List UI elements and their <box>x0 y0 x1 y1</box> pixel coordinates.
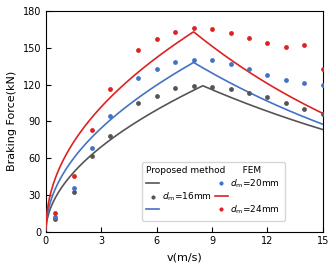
Point <box>283 101 289 105</box>
Point <box>71 190 76 194</box>
Legend: , $d_\mathrm{m}$=16mm, , $d_\mathrm{m}$=20mm, , $d_\mathrm{m}$=24mm: , $d_\mathrm{m}$=16mm, , $d_\mathrm{m}$=… <box>142 162 285 221</box>
Point <box>89 128 95 132</box>
Point <box>283 44 289 49</box>
Point <box>320 82 326 87</box>
Point <box>108 87 113 91</box>
Point <box>191 26 196 30</box>
Point <box>191 58 196 62</box>
X-axis label: v(m/s): v(m/s) <box>167 252 202 262</box>
Point <box>265 73 270 77</box>
Point <box>320 112 326 116</box>
Point <box>108 114 113 119</box>
Point <box>265 41 270 45</box>
Point <box>154 37 159 41</box>
Point <box>71 174 76 179</box>
Point <box>209 58 215 62</box>
Point <box>135 76 141 80</box>
Point <box>246 66 252 71</box>
Point <box>228 31 233 35</box>
Point <box>320 66 326 71</box>
Point <box>283 77 289 82</box>
Point <box>191 84 196 88</box>
Point <box>302 81 307 86</box>
Point <box>154 66 159 71</box>
Point <box>135 48 141 52</box>
Point <box>246 36 252 40</box>
Point <box>135 101 141 105</box>
Point <box>172 30 178 34</box>
Point <box>265 95 270 99</box>
Point <box>228 87 233 91</box>
Point <box>108 134 113 138</box>
Point <box>154 93 159 98</box>
Point <box>246 91 252 95</box>
Point <box>71 185 76 190</box>
Point <box>52 211 58 215</box>
Point <box>172 86 178 90</box>
Point <box>89 146 95 150</box>
Point <box>209 85 215 89</box>
Point <box>302 43 307 47</box>
Point <box>89 154 95 158</box>
Point <box>172 60 178 65</box>
Point <box>228 62 233 66</box>
Point <box>52 215 58 219</box>
Point <box>209 27 215 31</box>
Point <box>52 217 58 222</box>
Point <box>302 107 307 111</box>
Y-axis label: Braking Force(kN): Braking Force(kN) <box>7 71 17 171</box>
